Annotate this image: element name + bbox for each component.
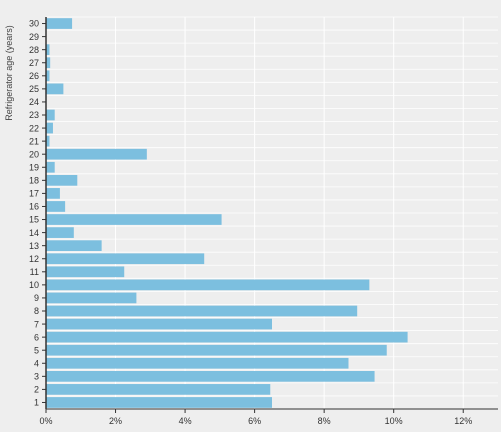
y-tick-label-10: 10 <box>29 280 39 290</box>
y-axis-ticks: 1234567891011121314151617181920212223242… <box>29 19 46 408</box>
bar-age-8 <box>46 305 358 317</box>
bar-age-22 <box>46 122 53 134</box>
bar-age-11 <box>46 266 125 278</box>
y-tick-label-11: 11 <box>30 267 39 277</box>
bar-age-10 <box>46 279 370 291</box>
bar-age-7 <box>46 318 272 330</box>
x-tick-label-3: 6% <box>248 416 261 426</box>
x-tick-label-0: 0% <box>39 416 52 426</box>
x-tick-label-1: 2% <box>109 416 122 426</box>
y-tick-label-16: 16 <box>29 202 39 212</box>
bar-age-2 <box>46 384 271 395</box>
bar-age-25 <box>46 83 64 95</box>
bar-age-9 <box>46 292 137 304</box>
x-tick-label-5: 10% <box>385 416 403 426</box>
y-axis-title: Refrigerator age (years) <box>4 25 14 121</box>
y-tick-label-22: 22 <box>29 123 39 133</box>
y-tick-label-23: 23 <box>29 110 39 120</box>
bar-age-6 <box>46 331 408 343</box>
y-tick-label-4: 4 <box>34 358 39 368</box>
bar-age-18 <box>46 174 78 186</box>
x-axis-ticks: 0% 2% 4% 6% 8% 10% 12% <box>39 409 472 426</box>
y-tick-label-2: 2 <box>34 385 39 395</box>
y-tick-label-28: 28 <box>29 45 39 55</box>
y-tick-label-13: 13 <box>29 241 39 251</box>
bar-age-5 <box>46 344 387 356</box>
bars <box>46 18 408 408</box>
bar-age-17 <box>46 188 60 199</box>
y-tick-label-17: 17 <box>29 189 39 199</box>
bar-age-16 <box>46 201 66 212</box>
y-tick-label-26: 26 <box>29 71 39 81</box>
y-tick-label-1: 1 <box>34 398 39 408</box>
y-tick-label-21: 21 <box>29 136 39 146</box>
bar-age-12 <box>46 253 205 265</box>
y-tick-label-8: 8 <box>34 306 39 316</box>
y-tick-label-9: 9 <box>34 293 39 303</box>
y-tick-label-19: 19 <box>29 162 39 172</box>
y-tick-label-5: 5 <box>34 345 39 355</box>
bar-age-15 <box>46 214 222 225</box>
x-tick-label-2: 4% <box>179 416 192 426</box>
bar-age-4 <box>46 357 349 369</box>
y-tick-label-15: 15 <box>29 215 39 225</box>
y-tick-label-25: 25 <box>29 84 39 94</box>
y-tick-label-7: 7 <box>34 319 39 329</box>
y-tick-label-30: 30 <box>29 19 39 29</box>
bar-age-20 <box>46 148 147 160</box>
gridlines <box>45 16 498 410</box>
bar-age-28 <box>46 44 50 56</box>
bar-age-30 <box>46 18 73 29</box>
y-tick-label-24: 24 <box>29 97 39 107</box>
bar-age-23 <box>46 109 55 121</box>
bar-age-14 <box>46 227 74 238</box>
bar-age-3 <box>46 370 375 382</box>
x-tick-label-6: 12% <box>454 416 472 426</box>
y-tick-label-18: 18 <box>29 176 39 186</box>
y-tick-label-27: 27 <box>29 58 39 68</box>
y-tick-label-14: 14 <box>29 228 39 238</box>
bar-age-21 <box>46 135 50 147</box>
bar-age-1 <box>46 397 272 408</box>
bar-age-27 <box>46 57 51 69</box>
y-tick-label-12: 12 <box>29 254 39 264</box>
bar-age-26 <box>46 70 50 82</box>
bar-age-13 <box>46 240 102 252</box>
y-tick-label-3: 3 <box>34 372 39 382</box>
y-tick-label-20: 20 <box>29 149 39 159</box>
y-tick-label-29: 29 <box>29 32 39 42</box>
y-tick-label-6: 6 <box>34 332 39 342</box>
bar-age-19 <box>46 161 55 173</box>
x-tick-label-4: 8% <box>318 416 331 426</box>
